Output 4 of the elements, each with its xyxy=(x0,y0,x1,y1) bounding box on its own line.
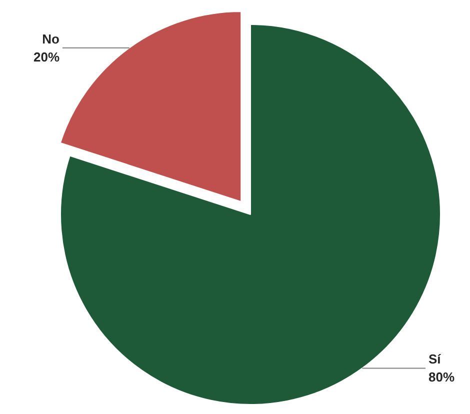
slice-label: Sí xyxy=(428,352,442,367)
data-label: 20% xyxy=(33,49,60,64)
slice-label: No xyxy=(42,31,60,46)
data-label: 80% xyxy=(428,370,455,385)
